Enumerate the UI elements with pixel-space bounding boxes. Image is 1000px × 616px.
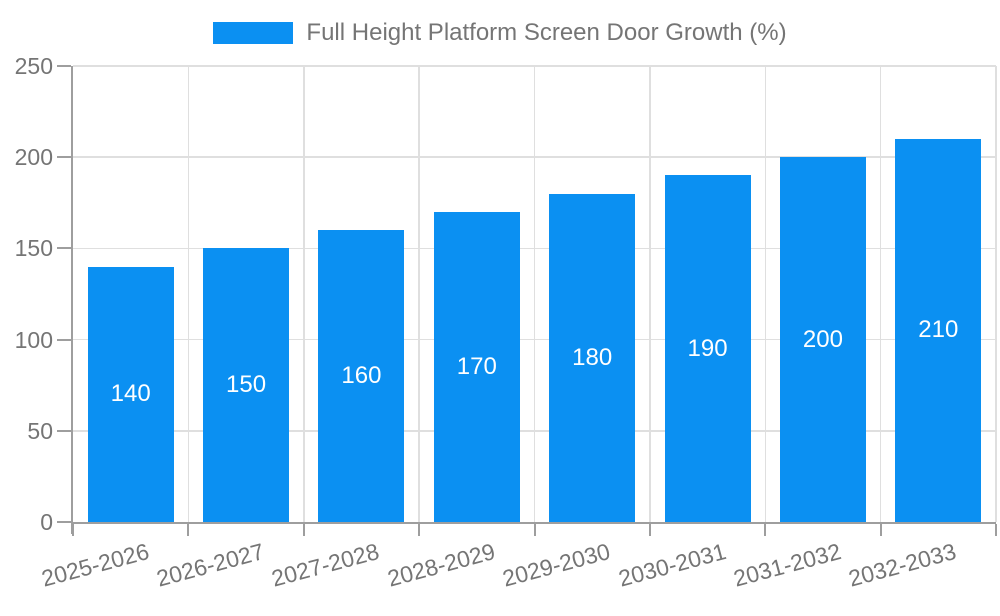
bar[interactable]: 180 — [549, 193, 636, 522]
bar-value-label: 200 — [802, 325, 843, 353]
gridline-v — [995, 66, 997, 522]
y-tick — [57, 156, 71, 159]
bar[interactable]: 170 — [433, 211, 520, 522]
bar[interactable]: 150 — [203, 248, 290, 522]
y-tick — [57, 65, 71, 67]
y-tick-label: 0 — [40, 509, 53, 535]
y-axis-line — [71, 66, 73, 534]
gridline-v — [187, 66, 190, 522]
bar-value-label: 170 — [456, 352, 497, 380]
bar[interactable]: 160 — [318, 230, 405, 522]
gridline-v — [879, 66, 882, 522]
bar[interactable]: 200 — [779, 157, 866, 522]
x-axis-line — [71, 522, 996, 524]
bar-value-label: 160 — [341, 362, 382, 390]
gridline-v — [418, 66, 420, 522]
y-tick-label: 50 — [27, 417, 53, 444]
bar-value-label: 210 — [918, 316, 959, 344]
legend-swatch — [213, 22, 294, 44]
bar[interactable]: 190 — [664, 175, 751, 522]
x-tick — [995, 524, 997, 536]
y-tick — [57, 429, 71, 432]
y-tick — [57, 521, 71, 523]
plot-area: 0 50 100 150 200 250 140 2025-2026 150 2026-2027 1… — [15, 53, 997, 592]
y-tick-label: 100 — [14, 326, 53, 353]
gridline-v — [649, 66, 651, 522]
chart-canvas: { "chart_data": { "type": "bar", "title"… — [0, 19, 1000, 592]
bar[interactable]: 140 — [87, 266, 174, 522]
bar-value-label: 150 — [226, 371, 267, 399]
gridline-v — [764, 66, 766, 522]
bar[interactable]: 210 — [895, 138, 982, 522]
x-tick — [418, 524, 421, 536]
legend[interactable]: Full Height Platform Screen Door Growth … — [0, 19, 1000, 46]
x-tick — [72, 524, 74, 536]
bar-value-label: 190 — [687, 334, 728, 362]
y-tick-label: 150 — [14, 235, 53, 262]
y-tick — [57, 338, 71, 341]
legend-label: Full Height Platform Screen Door Growth … — [306, 19, 787, 46]
x-tick — [533, 524, 536, 536]
gridline-v — [533, 66, 536, 522]
y-tick — [57, 247, 71, 250]
bar-value-label: 140 — [110, 380, 151, 408]
x-tick — [648, 524, 651, 536]
x-tick — [302, 524, 305, 536]
x-tick — [187, 524, 190, 536]
y-tick-label: 200 — [14, 144, 53, 171]
gridline-v — [303, 66, 305, 522]
y-tick-label: 250 — [14, 53, 53, 79]
x-tick — [879, 524, 882, 536]
bar-value-label: 180 — [572, 343, 613, 371]
x-tick — [764, 524, 767, 536]
